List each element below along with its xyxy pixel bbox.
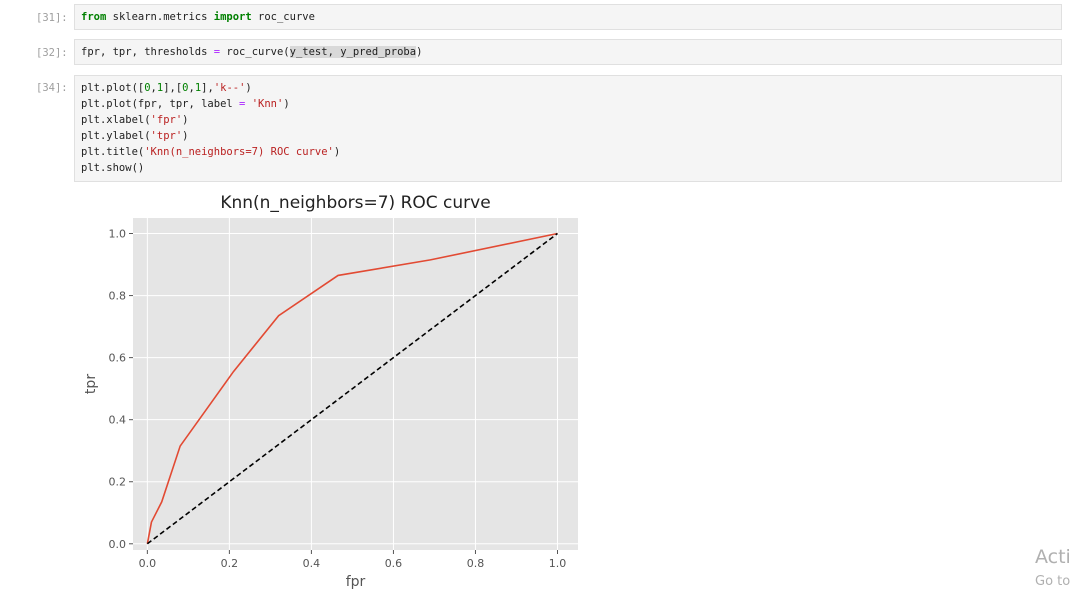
cell-prompt: [34]:	[36, 82, 68, 94]
code-line: plt.show()	[81, 160, 1055, 176]
x-axis-label: fpr	[346, 574, 366, 590]
activation-watermark-title: Acti	[1035, 546, 1071, 568]
x-tick-label: 0.8	[467, 557, 485, 570]
code-token: )	[416, 46, 423, 58]
code-cell-32[interactable]: [32]: fpr, tpr, thresholds = roc_curve(y…	[0, 39, 1072, 65]
y-tick-label: 0.6	[109, 352, 127, 365]
code-token: plt.ylabel(	[81, 130, 151, 142]
code-token: 'Knn'	[251, 98, 284, 110]
code-token: plt.show()	[81, 162, 145, 174]
y-axis-label: tpr	[83, 374, 99, 394]
code-token: roc_curve	[251, 11, 315, 23]
diagonal-reference-line	[146, 232, 558, 545]
code-token: ,	[188, 82, 195, 94]
chart-title: Knn(n_neighbors=7) ROC curve	[220, 193, 490, 213]
code-token: roc_curve(	[220, 46, 290, 58]
code-token: 'tpr'	[150, 130, 183, 142]
code-token: )	[245, 82, 252, 94]
code-token: 'fpr'	[150, 114, 183, 126]
code-token: )	[333, 146, 341, 158]
code-input[interactable]: from sklearn.metrics import roc_curve	[74, 4, 1062, 30]
code-token: plt.xlabel(	[81, 114, 151, 126]
roc-chart: 0.0 0.2 0.4 0.6 0.8 1.0 0.0 0.2 0.4 0.6 0.8 1.0 Knn(…	[83, 193, 578, 590]
code-line: plt.plot([0,1],[0,1],'k--')	[81, 80, 1055, 96]
plot-background	[133, 218, 578, 550]
code-token: 'k--'	[213, 82, 246, 94]
code-token: =	[213, 46, 221, 58]
code-token: y_test, y_pred_proba	[289, 46, 417, 58]
code-cell-31[interactable]: [31]: from sklearn.metrics import roc_cu…	[0, 4, 1072, 30]
code-token: ],[	[163, 82, 183, 94]
y-tick-label: 0.0	[109, 538, 127, 551]
code-token: import	[213, 11, 252, 23]
code-input[interactable]: plt.plot([0,1],[0,1],'k--') plt.plot(fpr,…	[74, 75, 1062, 182]
code-token: 0	[144, 82, 151, 94]
x-tick-label: 0.6	[385, 557, 403, 570]
code-token: 0	[182, 82, 189, 94]
code-token: plt.plot(fpr, tpr, label	[81, 98, 240, 110]
cell-prompt: [31]:	[36, 12, 68, 24]
code-token: )	[182, 130, 189, 142]
x-tick-label: 0.0	[139, 557, 157, 570]
code-token: from	[81, 11, 107, 23]
x-tick-label: 1.0	[549, 557, 567, 570]
code-line: plt.ylabel('tpr')	[81, 128, 1055, 144]
code-line: fpr, tpr, thresholds = roc_curve(y_test,…	[81, 44, 1055, 60]
roc-curve-line	[146, 232, 558, 544]
code-token: sklearn.metrics	[106, 11, 214, 23]
code-line: plt.plot(fpr, tpr, label = 'Knn')	[81, 96, 1055, 112]
code-token: fpr, tpr, thresholds	[81, 46, 214, 58]
x-tick-label: 0.2	[221, 557, 239, 570]
activation-watermark-subtitle: Go to	[1035, 574, 1071, 589]
code-input[interactable]: fpr, tpr, thresholds = roc_curve(y_test,…	[74, 39, 1062, 65]
code-token: )	[283, 98, 290, 110]
code-token: 'Knn(n_neighbors=7) ROC curve'	[144, 146, 334, 158]
code-line: from sklearn.metrics import roc_curve	[81, 9, 1055, 25]
code-token: )	[182, 114, 189, 126]
code-token: ,	[150, 82, 157, 94]
plot-output: 0.0 0.2 0.4 0.6 0.8 1.0 0.0 0.2 0.4 0.6 0.8 1.0 Knn(…	[78, 188, 598, 598]
code-cell-34[interactable]: [34]: plt.plot([0,1],[0,1],'k--') plt.plo…	[0, 75, 1072, 182]
y-tick-label: 0.4	[109, 414, 127, 427]
y-tick-label: 0.8	[109, 290, 127, 303]
y-tick-label: 0.2	[109, 476, 127, 489]
code-line: plt.title('Knn(n_neighbors=7) ROC curve'…	[81, 144, 1055, 160]
y-tick-label: 1.0	[109, 228, 127, 241]
code-token: =	[239, 98, 246, 110]
cell-prompt: [32]:	[36, 47, 68, 59]
x-tick-label: 0.4	[303, 557, 321, 570]
code-token: 1	[194, 82, 202, 94]
code-line: plt.xlabel('fpr')	[81, 112, 1055, 128]
code-token: plt.title(	[81, 146, 145, 158]
code-token: ],	[201, 82, 214, 94]
code-token: 1	[156, 82, 164, 94]
code-token: plt.plot([	[81, 82, 145, 94]
